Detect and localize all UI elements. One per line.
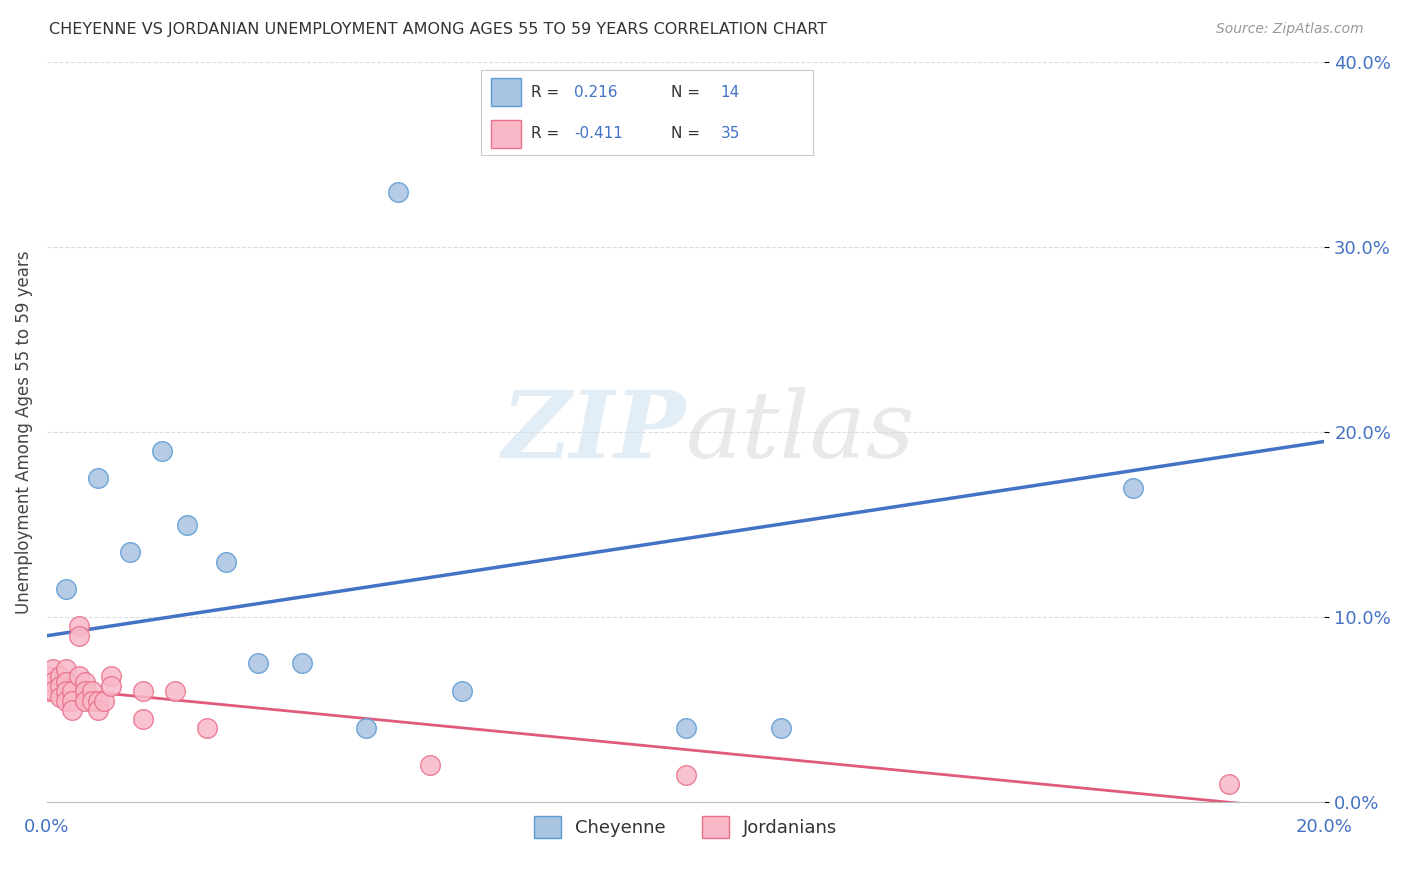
Point xyxy=(675,721,697,735)
Point xyxy=(67,619,90,633)
Point xyxy=(87,703,110,717)
Point xyxy=(93,693,115,707)
Text: Source: ZipAtlas.com: Source: ZipAtlas.com xyxy=(1216,22,1364,37)
Point xyxy=(55,684,77,698)
Point xyxy=(55,662,77,676)
Point xyxy=(67,629,90,643)
Point xyxy=(62,684,84,698)
Point xyxy=(291,657,314,671)
Point xyxy=(131,684,153,698)
Point xyxy=(150,443,173,458)
Point xyxy=(67,669,90,683)
Point xyxy=(675,767,697,781)
Point xyxy=(62,693,84,707)
Point xyxy=(1218,777,1240,791)
Text: CHEYENNE VS JORDANIAN UNEMPLOYMENT AMONG AGES 55 TO 59 YEARS CORRELATION CHART: CHEYENNE VS JORDANIAN UNEMPLOYMENT AMONG… xyxy=(49,22,827,37)
Point xyxy=(87,471,110,485)
Point xyxy=(48,679,70,693)
Point xyxy=(80,693,103,707)
Point xyxy=(80,684,103,698)
Point xyxy=(100,679,122,693)
Point xyxy=(75,693,97,707)
Point xyxy=(48,669,70,683)
Point xyxy=(215,555,238,569)
Point xyxy=(55,693,77,707)
Point xyxy=(55,675,77,690)
Point xyxy=(42,675,65,690)
Point xyxy=(75,675,97,690)
Point xyxy=(118,545,141,559)
Point xyxy=(195,721,218,735)
Text: ZIP: ZIP xyxy=(502,387,686,477)
Point xyxy=(356,721,378,735)
Legend: Cheyenne, Jordanians: Cheyenne, Jordanians xyxy=(526,808,845,845)
Point xyxy=(1122,481,1144,495)
Point xyxy=(451,684,474,698)
Point xyxy=(55,582,77,597)
Point xyxy=(42,662,65,676)
Point xyxy=(62,703,84,717)
Point xyxy=(176,517,198,532)
Point xyxy=(48,690,70,704)
Point xyxy=(42,684,65,698)
Point xyxy=(246,657,269,671)
Point xyxy=(87,693,110,707)
Point xyxy=(163,684,186,698)
Point xyxy=(35,684,58,698)
Point xyxy=(75,684,97,698)
Point xyxy=(387,185,409,199)
Y-axis label: Unemployment Among Ages 55 to 59 years: Unemployment Among Ages 55 to 59 years xyxy=(15,251,32,614)
Point xyxy=(100,669,122,683)
Point xyxy=(770,721,793,735)
Point xyxy=(419,758,441,772)
Point xyxy=(131,712,153,726)
Point xyxy=(35,669,58,683)
Text: atlas: atlas xyxy=(686,387,915,477)
